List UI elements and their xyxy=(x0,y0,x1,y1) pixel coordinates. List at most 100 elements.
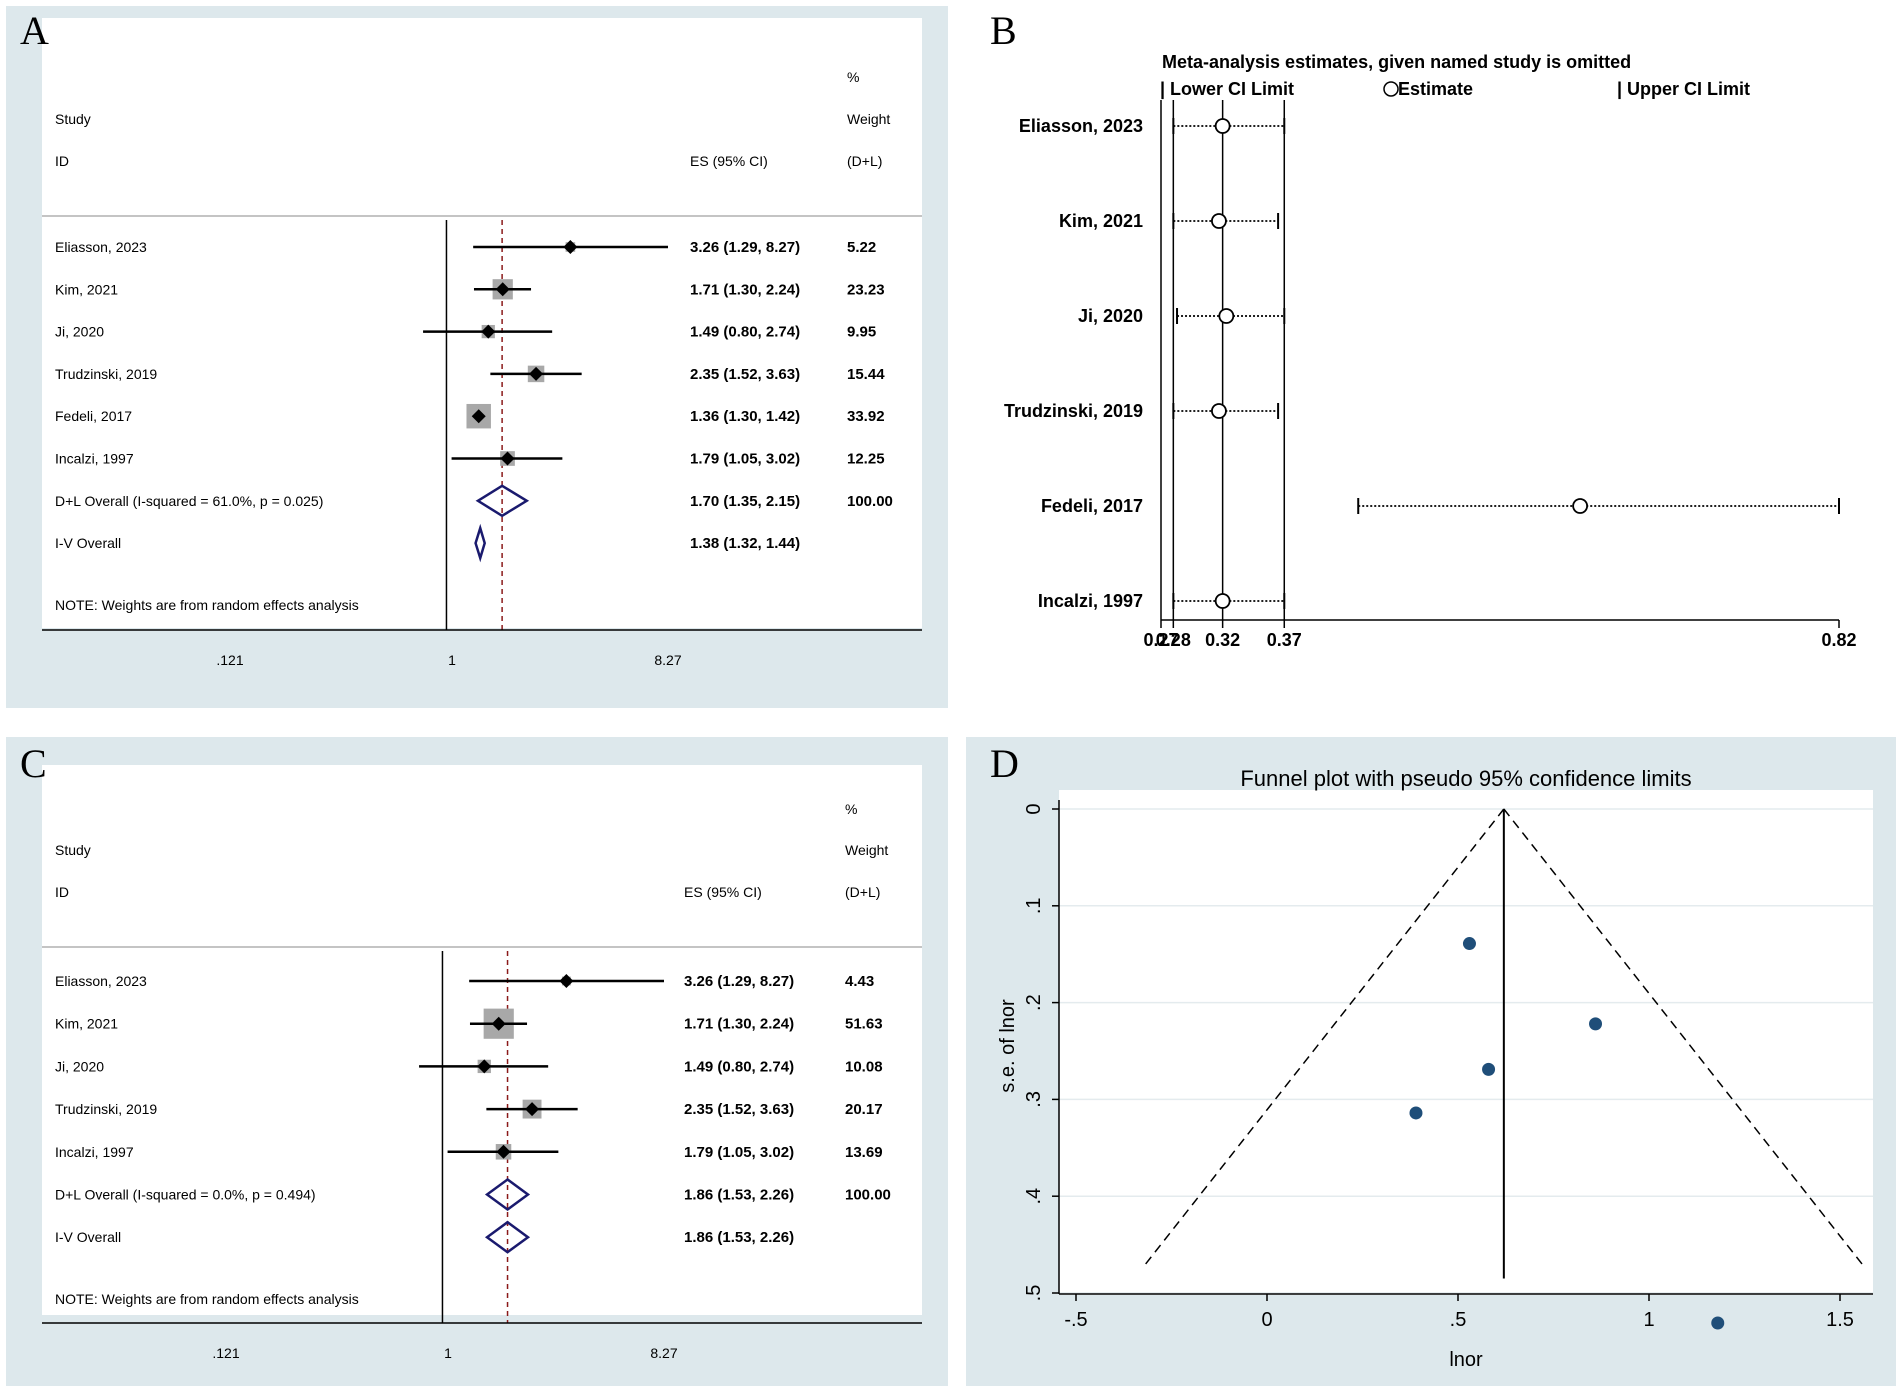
study-name: Kim, 2021 xyxy=(55,1016,118,1032)
estimate-circle xyxy=(1218,308,1235,324)
panel-a-forest-plot: Study ID ES (95% CI)% Weight (D+L) Eliasson, … xyxy=(42,69,922,668)
point-estimate-marker xyxy=(529,366,544,381)
study-weight-label: 10.08 xyxy=(845,1058,883,1075)
y-tick-label: 0 xyxy=(1023,803,1045,814)
x-tick-label: .5 xyxy=(1450,1309,1467,1331)
point-estimate-marker xyxy=(495,282,510,297)
study-name: Kim, 2021 xyxy=(55,281,118,297)
overall-es-label: 1.86 (1.53, 2.26) xyxy=(684,1187,794,1204)
upper-confidence-limit xyxy=(1503,808,1863,1265)
study-weight-label: 12.25 xyxy=(847,451,885,468)
overall-name: I-V Overall xyxy=(55,535,121,551)
y-tick-label: .5 xyxy=(1023,1285,1045,1302)
estimate-circle xyxy=(1214,593,1231,609)
panel-label-d: D xyxy=(990,741,1019,786)
study-name: Incalzi, 1997 xyxy=(1038,591,1143,611)
header-weight: Weight xyxy=(845,842,888,858)
header-study: Study xyxy=(55,842,91,858)
point-estimate-marker xyxy=(500,451,515,466)
study-weight-label: 51.63 xyxy=(845,1016,883,1033)
study-name: Trudzinski, 2019 xyxy=(1004,401,1143,421)
header-percent: % xyxy=(847,69,859,85)
study-name: Eliasson, 2023 xyxy=(55,973,147,989)
funnel-title: Funnel plot with pseudo 95% confidence l… xyxy=(1240,766,1691,791)
x-tick-label: 1 xyxy=(1643,1309,1654,1331)
header-es: ES (95% CI) xyxy=(690,153,768,169)
panel-label-a: A xyxy=(20,8,49,53)
header-id: ID xyxy=(55,884,69,900)
study-name: Ji, 2020 xyxy=(1078,306,1143,326)
header-es: ES (95% CI) xyxy=(684,884,762,900)
study-weight-label: 9.95 xyxy=(847,324,876,341)
panel-d-funnel-plot: Funnel plot with pseudo 95% confidence l… xyxy=(997,766,1873,1371)
header-weight: Weight xyxy=(847,111,890,127)
study-es-label: 1.71 (1.30, 2.24) xyxy=(690,281,800,298)
header-study: Study xyxy=(55,111,91,127)
study-es-label: 2.35 (1.52, 3.63) xyxy=(690,366,800,383)
header-id: ID xyxy=(55,153,69,169)
study-name: Incalzi, 1997 xyxy=(55,451,134,467)
header-dl: (D+L) xyxy=(845,884,880,900)
study-es-label: 3.26 (1.29, 8.27) xyxy=(684,973,794,990)
study-es-label: 2.35 (1.52, 3.63) xyxy=(684,1101,794,1118)
footnote: NOTE: Weights are from random effects an… xyxy=(55,1291,359,1307)
point-estimate-marker xyxy=(559,974,574,988)
overall-name: D+L Overall (I-squared = 0.0%, p = 0.494… xyxy=(55,1187,316,1203)
point-estimate-marker xyxy=(471,409,486,424)
legend-upper-ci: | Upper CI Limit xyxy=(1617,79,1750,99)
header-percent: % xyxy=(845,801,857,817)
study-weight-label: 4.43 xyxy=(845,973,874,990)
x-tick-label: .121 xyxy=(216,652,243,668)
y-tick-label: .1 xyxy=(1023,897,1045,914)
point-estimate-marker xyxy=(491,1016,506,1031)
x-tick-label: 0.27 xyxy=(1143,630,1178,650)
panel-d-plot-area xyxy=(1059,790,1873,1295)
overall-es-label: 1.86 (1.53, 2.26) xyxy=(684,1229,794,1246)
overall-es-label: 1.70 (1.35, 2.15) xyxy=(690,493,800,510)
overall-name: D+L Overall (I-squared = 61.0%, p = 0.02… xyxy=(55,493,323,509)
x-tick-label: 1.5 xyxy=(1826,1309,1854,1331)
x-tick-label: 0.82 xyxy=(1821,630,1856,650)
x-tick-label: 0.32 xyxy=(1205,630,1240,650)
study-weight-label: 5.22 xyxy=(847,239,876,256)
study-es-label: 1.79 (1.05, 3.02) xyxy=(684,1144,794,1161)
y-tick-label: .3 xyxy=(1023,1091,1045,1108)
study-point xyxy=(1711,1316,1725,1330)
estimate-circle xyxy=(1214,118,1231,134)
estimate-circle xyxy=(1572,498,1589,514)
study-name: Trudzinski, 2019 xyxy=(55,1101,157,1117)
estimate-circle xyxy=(1211,403,1227,419)
point-estimate-marker xyxy=(563,240,578,254)
study-name: Fedeli, 2017 xyxy=(1041,496,1143,516)
overall-weight-label: 100.00 xyxy=(845,1187,891,1204)
study-point xyxy=(1409,1106,1423,1120)
legend-estimate: Estimate xyxy=(1398,79,1473,99)
x-tick-label: 8.27 xyxy=(654,652,681,668)
point-estimate-marker xyxy=(496,1144,511,1159)
overall-es-label: 1.38 (1.32, 1.44) xyxy=(690,535,800,552)
study-name: Eliasson, 2023 xyxy=(55,239,147,255)
study-point xyxy=(1462,937,1476,951)
study-name: Ji, 2020 xyxy=(55,324,104,340)
estimate-circle xyxy=(1211,213,1227,229)
x-tick-label: 0 xyxy=(1261,1309,1272,1331)
panel-c-forest-plot: Study ID ES (95% CI)% Weight (D+L) Eliasson, … xyxy=(42,801,922,1361)
study-point xyxy=(1482,1062,1496,1076)
study-es-label: 1.49 (0.80, 2.74) xyxy=(690,324,800,341)
x-tick-label: 0.28 xyxy=(1156,630,1191,650)
point-estimate-marker xyxy=(481,324,496,339)
y-axis-label: s.e. of lnor xyxy=(997,999,1019,1093)
x-tick-label: 8.27 xyxy=(650,1345,677,1361)
study-weight-label: 23.23 xyxy=(847,281,885,298)
study-weight-label: 20.17 xyxy=(845,1101,883,1118)
overall-name: I-V Overall xyxy=(55,1229,121,1245)
pooled-diamond xyxy=(474,523,487,563)
panel-b-sensitivity-plot: Meta-analysis estimates, given named stu… xyxy=(1004,52,1857,650)
x-axis-label: lnor xyxy=(1449,1349,1483,1371)
legend-lower-ci: | Lower CI Limit xyxy=(1160,79,1294,99)
legend-estimate-circle xyxy=(1383,81,1399,97)
pooled-diamond xyxy=(484,1177,531,1212)
study-name: Trudzinski, 2019 xyxy=(55,366,157,382)
x-tick-label: 1 xyxy=(444,1345,452,1361)
